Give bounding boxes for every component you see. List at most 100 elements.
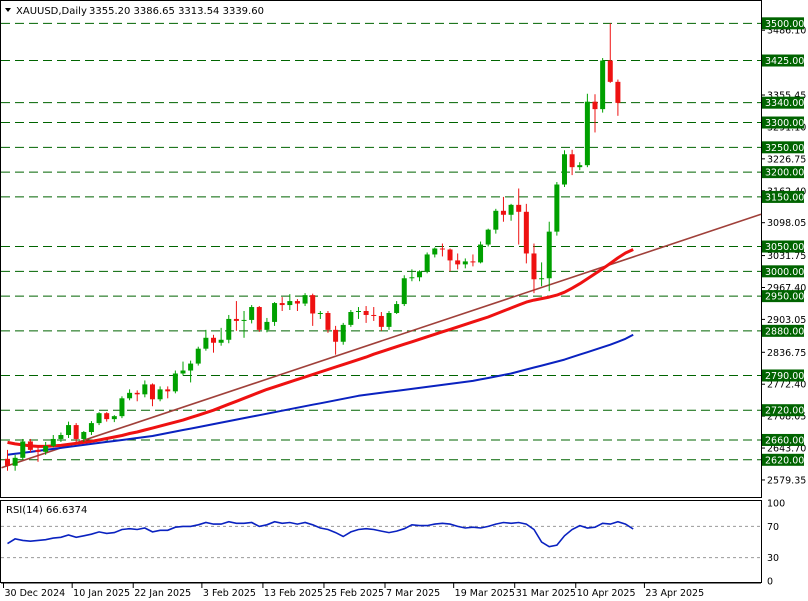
candle-body — [279, 303, 285, 306]
x-tick-label: 13 Feb 2025 — [264, 588, 323, 599]
candle-body — [577, 165, 583, 168]
candle-body — [302, 295, 308, 304]
candle — [432, 247, 438, 258]
x-tick-label: 3 Feb 2025 — [203, 588, 256, 599]
candle-body — [432, 248, 438, 255]
level-box-label: 3050.00 — [765, 242, 804, 253]
candle-body — [333, 329, 339, 342]
level-box — [762, 96, 804, 109]
candle — [424, 252, 430, 274]
candle-body — [531, 253, 537, 280]
candle-body — [561, 154, 567, 185]
candle — [211, 334, 217, 353]
candle — [485, 228, 491, 247]
candle-body — [66, 425, 72, 435]
candle-body — [409, 277, 415, 279]
level-box — [762, 290, 804, 303]
candle — [180, 361, 186, 376]
y-tick-label: 3486.10 — [767, 26, 806, 37]
candle-body — [81, 432, 87, 439]
candle-body — [256, 307, 262, 330]
level-lines — [1, 22, 761, 461]
candle-body — [485, 229, 491, 245]
candle — [104, 412, 110, 422]
y-tick-label: 2967.40 — [767, 283, 806, 294]
level-box — [762, 433, 804, 446]
candle — [386, 311, 392, 330]
candle-body — [35, 449, 41, 452]
candle-body — [478, 244, 484, 263]
candle-body — [348, 311, 354, 325]
level-box-label: 3250.00 — [765, 143, 804, 154]
candle — [241, 311, 247, 338]
candle — [600, 58, 606, 113]
level-box-label: 2720.00 — [765, 406, 804, 417]
candle-body — [508, 204, 514, 215]
candle-body — [340, 324, 346, 342]
candle-body — [43, 445, 49, 452]
candle — [264, 317, 270, 333]
x-tick-label: 10 Jan 2025 — [73, 588, 130, 599]
candle — [256, 306, 262, 332]
candle — [516, 188, 522, 245]
candle-body — [111, 416, 117, 420]
level-box — [762, 240, 804, 253]
candle-body — [27, 441, 33, 450]
x-tick-label: 31 Mar 2025 — [516, 588, 576, 599]
candle-body — [287, 301, 293, 306]
y-tick-label: 3031.75 — [767, 251, 806, 262]
candle — [310, 293, 316, 326]
candle — [508, 203, 514, 221]
y-tick-label: 2903.05 — [767, 315, 806, 326]
candle-body — [104, 413, 110, 420]
candle-body — [523, 211, 529, 254]
candle-body — [394, 304, 400, 313]
candle-body — [157, 389, 163, 400]
candle-body — [5, 458, 10, 466]
price-axis: 3486.103355.453291.103226.753162.403098.… — [761, 26, 806, 486]
level-box — [762, 324, 804, 337]
level-box-label: 2660.00 — [765, 435, 804, 446]
candle — [188, 360, 194, 383]
candle — [12, 454, 18, 471]
candle — [96, 412, 102, 426]
level-box-label: 3500.00 — [765, 19, 804, 30]
candle-body — [249, 307, 255, 320]
candle — [134, 390, 140, 402]
candle — [35, 445, 41, 462]
candle-body — [424, 254, 430, 272]
candle — [470, 254, 476, 267]
level-box-label: 3000.00 — [765, 267, 804, 278]
candle-body — [12, 457, 18, 466]
candle — [218, 327, 224, 346]
candle-body — [149, 384, 155, 400]
candle — [546, 221, 552, 292]
candle-body — [142, 384, 148, 395]
candle-body — [592, 101, 598, 110]
candle-body — [516, 204, 522, 212]
candle-body — [172, 373, 178, 392]
candle-body — [165, 389, 171, 392]
candle — [142, 380, 148, 398]
candle — [592, 94, 598, 133]
level-box — [762, 453, 804, 466]
candle — [333, 325, 339, 355]
x-tick-label: 19 Mar 2025 — [455, 588, 515, 599]
candle — [149, 383, 155, 407]
candle-body — [233, 318, 239, 321]
level-box — [762, 116, 804, 129]
candle-body — [195, 348, 201, 364]
candle-body — [218, 339, 224, 343]
ohlc-values: 3355.20 3386.65 3313.54 3339.60 — [89, 6, 264, 17]
candle-body — [272, 303, 278, 322]
candle — [493, 208, 499, 234]
candle-body — [134, 392, 140, 395]
candle — [27, 438, 33, 453]
candle-body — [180, 370, 186, 374]
x-tick-label: 7 Mar 2025 — [386, 588, 440, 599]
x-tick-label: 23 Apr 2025 — [645, 588, 704, 599]
candle — [50, 435, 56, 448]
dropdown-triangle-icon[interactable] — [5, 8, 11, 12]
y-tick-label: 2836.75 — [767, 348, 806, 359]
